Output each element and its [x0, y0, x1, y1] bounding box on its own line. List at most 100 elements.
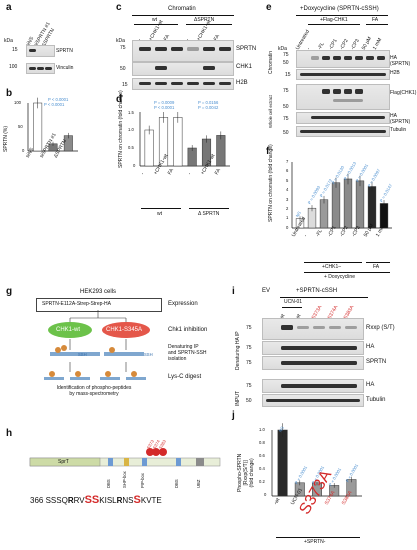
- panel-letter-f: f: [266, 146, 270, 157]
- step: Denaturing IP and SPRTN-SSH isolation: [168, 344, 207, 362]
- tick: 1.5: [128, 110, 134, 115]
- title: HEK293 cells: [80, 289, 117, 295]
- marker-15: 15: [12, 47, 18, 53]
- row-label: HA (SPRTN): [390, 113, 411, 125]
- tick: 0: [264, 492, 267, 497]
- marker-100: 100: [9, 64, 18, 70]
- p-value: P < 0.0001: [154, 105, 175, 110]
- marker: 75: [246, 345, 252, 351]
- tick: 50: [18, 124, 23, 129]
- tick: 0.6: [259, 453, 265, 458]
- residue: R: [116, 496, 123, 505]
- marker: 75: [246, 325, 252, 331]
- group-wt: wt: [157, 211, 162, 217]
- marker: 75: [246, 383, 252, 389]
- blot-ha-sprtn-wce: [296, 112, 390, 124]
- marker: 15: [122, 82, 128, 88]
- construct: SPRTN-E112A-Strep-Strep-HA: [42, 301, 112, 307]
- tick: 2: [286, 206, 289, 211]
- header: +SPRTN-cSSH: [296, 288, 338, 294]
- panel-letter-h: h: [6, 428, 13, 439]
- tick: 7: [286, 159, 289, 164]
- ssh-tag: SSH: [78, 352, 87, 357]
- row-label: Rxxp (S/T): [366, 325, 395, 331]
- bottom: Identification of phospho-peptides by ma…: [56, 385, 132, 397]
- chk1-s345a: CHK1-S345A: [106, 327, 143, 333]
- motif: DBS: [174, 479, 179, 488]
- seq-residues: SSSQRRVSSKISLRNSSKVTE: [45, 494, 162, 506]
- marker: 75: [283, 88, 289, 94]
- p-value: P < 0.0001: [44, 102, 65, 107]
- residue: RV: [73, 496, 85, 505]
- sequence: 366 SSSQRRVSSKISLRNSSKVTE: [30, 494, 162, 506]
- bar-chart-svg: [291, 162, 392, 229]
- chart-j: [271, 423, 362, 497]
- row-label: HA (SPRTN): [390, 55, 411, 67]
- construct-box: [36, 298, 162, 312]
- bar: [277, 429, 288, 497]
- p-value: P = 0.0009: [154, 100, 175, 105]
- row-label: SPRTN: [366, 359, 387, 365]
- kda-label: kDa: [4, 38, 13, 44]
- row-label: Flag(CHK1): [390, 90, 417, 96]
- marker: 50: [246, 398, 252, 404]
- tick: 0.5: [128, 145, 134, 150]
- panel-letter-c: c: [116, 2, 122, 13]
- panel-letter-b: b: [6, 88, 13, 99]
- group-wt: wt: [152, 17, 157, 23]
- residue: NS: [122, 496, 134, 505]
- residue: KISL: [99, 496, 117, 505]
- bar-chart-svg: [27, 97, 78, 152]
- blot-tubulin: [262, 394, 364, 407]
- fa: FA: [372, 17, 379, 23]
- row-label: HA: [366, 344, 375, 350]
- marker: 50: [120, 66, 126, 72]
- step: Expression: [168, 301, 198, 307]
- blot-rxxp: [262, 318, 364, 340]
- step: Chk1 inhibition: [168, 327, 208, 333]
- row-label: Tubulin: [366, 397, 386, 403]
- bar-chart-svg: [271, 423, 362, 497]
- marker: 50: [283, 60, 289, 66]
- motif: PIP-box: [140, 473, 145, 488]
- sprt-domain: SprT: [58, 459, 69, 465]
- motif: SHP-box: [122, 471, 127, 488]
- chart-f: [291, 162, 392, 229]
- chk1-wt: CHK1-wt: [56, 327, 81, 333]
- marker: 50: [283, 130, 289, 136]
- p-value: P = 0.0156: [198, 100, 219, 105]
- row-label: Vinculin: [56, 65, 74, 71]
- row-label: CHK1: [236, 64, 253, 70]
- blot-ha: [262, 341, 364, 355]
- panel-letter-g: g: [6, 286, 13, 297]
- chart-d: [139, 112, 230, 167]
- row-label: Tubulin: [390, 127, 407, 133]
- tick: 1: [286, 215, 289, 220]
- row-label: H2B: [236, 80, 248, 86]
- residue: SSSQ: [45, 496, 68, 505]
- header: +Doxycycline (SPRTN-cSSH): [300, 6, 379, 12]
- p-value: P < 0.0001: [48, 97, 69, 102]
- panel-letter-a: a: [6, 2, 12, 13]
- tick: 0.4: [259, 466, 265, 471]
- residue: R: [67, 496, 74, 505]
- panel-letter-e: e: [266, 2, 272, 13]
- panel-letter-d: d: [116, 94, 123, 105]
- blot-h2b: [132, 78, 234, 90]
- kda: kDa: [116, 38, 125, 44]
- group: + Doxycycline: [324, 274, 355, 280]
- blot-sprtn: [262, 356, 364, 370]
- marker: 75: [120, 45, 126, 51]
- blot-ha-sprtn: [296, 50, 390, 68]
- panel-letter-i: i: [232, 286, 235, 297]
- marker: 50: [283, 104, 289, 110]
- side-label: INPUT: [235, 391, 241, 406]
- blot-sprtn: [26, 45, 55, 57]
- residue: KVTE: [140, 496, 162, 505]
- panel-letter-j: j: [232, 410, 235, 421]
- seq-number: 366: [30, 496, 44, 505]
- tick: 6: [286, 168, 289, 173]
- y-axis-label: Phospho-SPRTN [Rxxp(S/T)] (fold change): [237, 453, 255, 492]
- residue: SS: [84, 494, 100, 506]
